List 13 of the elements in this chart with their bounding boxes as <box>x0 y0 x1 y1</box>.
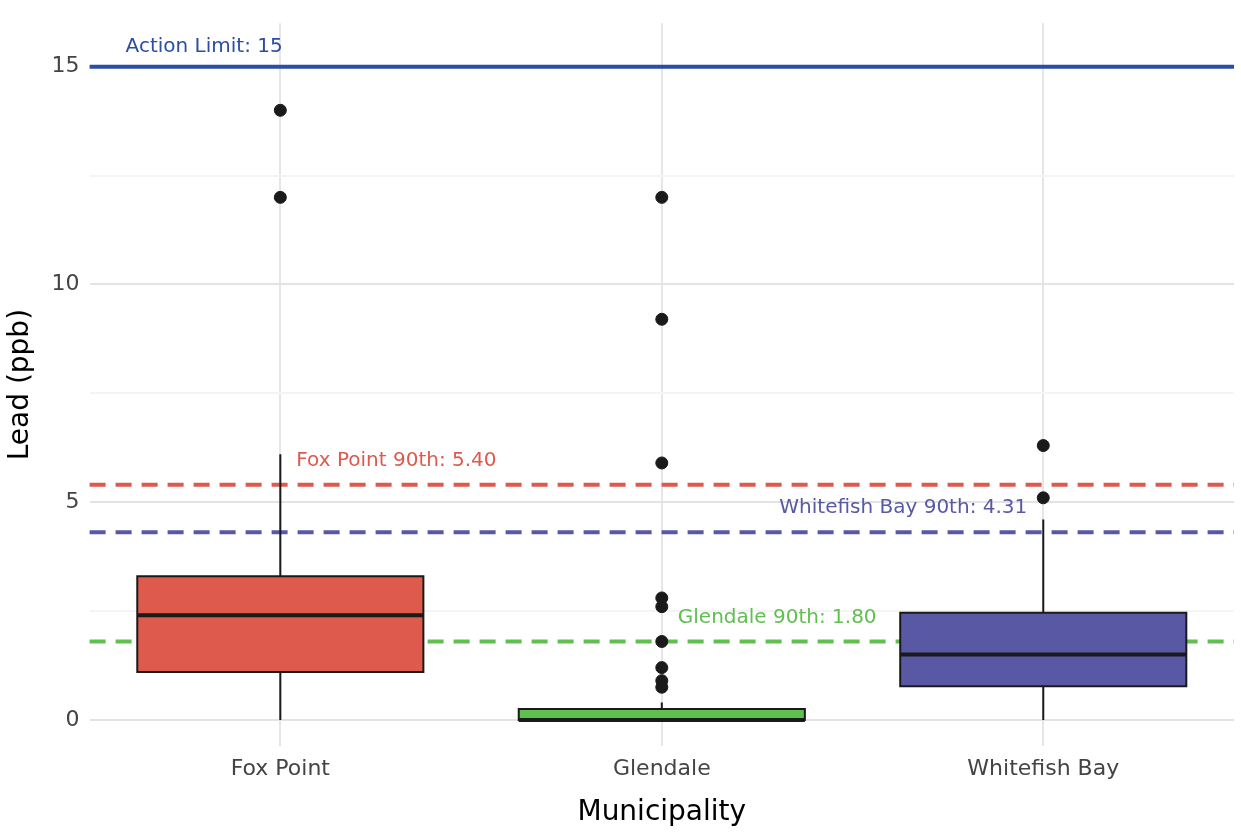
y-tick-label: 0 <box>65 705 80 731</box>
ref-line-label: Action Limit: 15 <box>125 32 283 57</box>
ref-line-label: Fox Point 90th: 5.40 <box>296 446 497 471</box>
x-tick-label: Fox Point <box>230 754 331 780</box>
y-tick-label: 5 <box>65 487 80 513</box>
y-tick-label: 10 <box>51 270 80 296</box>
x-axis-title: Municipality <box>577 794 747 828</box>
x-tick-label: Glendale <box>612 754 711 780</box>
ref-line-label: Glendale 90th: 1.80 <box>677 603 877 628</box>
y-axis-title: Lead (ppb) <box>2 308 36 461</box>
y-tick-label: 15 <box>51 52 80 78</box>
ref-line-label: Whitefish Bay 90th: 4.31 <box>779 494 1028 519</box>
x-tick-label: Whitefish Bay <box>967 754 1120 780</box>
